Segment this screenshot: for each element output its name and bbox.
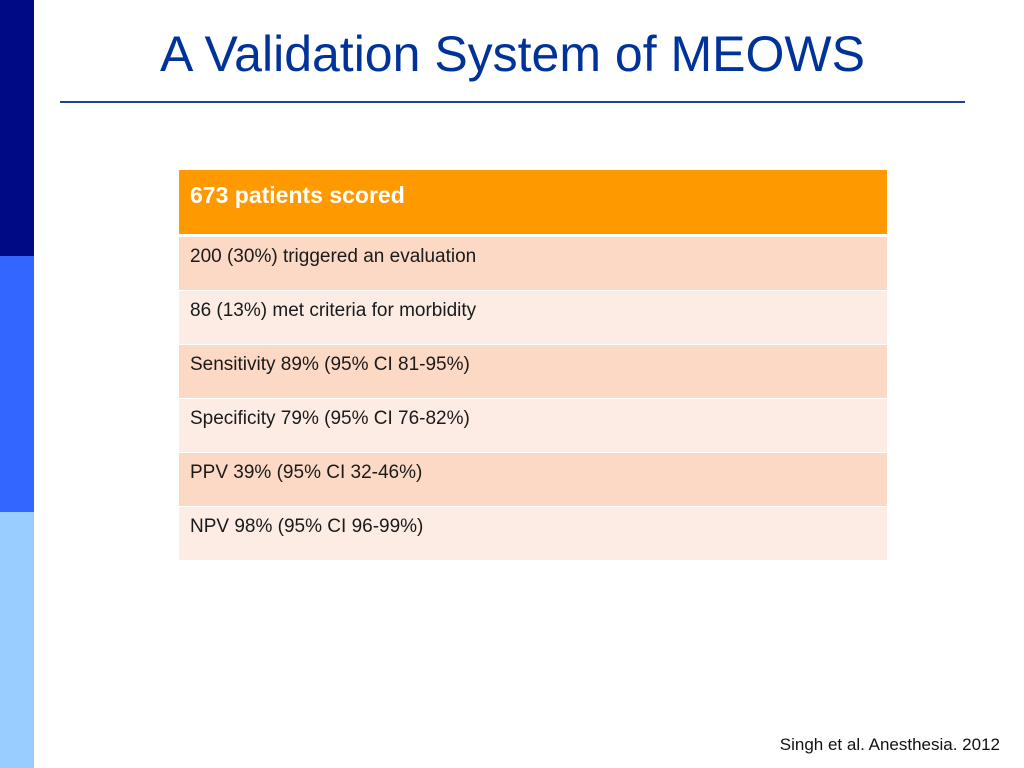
sidebar-light-segment bbox=[0, 512, 34, 768]
table-row: NPV 98% (95% CI 96-99%) bbox=[179, 506, 887, 560]
table-cell: PPV 39% (95% CI 32-46%) bbox=[179, 452, 887, 506]
table-row: 86 (13%) met criteria for morbidity bbox=[179, 290, 887, 344]
slide-title: A Validation System of MEOWS bbox=[160, 26, 865, 82]
table-row: 200 (30%) triggered an evaluation bbox=[179, 236, 887, 290]
table-cell: Sensitivity 89% (95% CI 81-95%) bbox=[179, 344, 887, 398]
table-cell: NPV 98% (95% CI 96-99%) bbox=[179, 506, 887, 560]
table-header-row: 673 patients scored bbox=[179, 170, 887, 236]
table-row: PPV 39% (95% CI 32-46%) bbox=[179, 452, 887, 506]
table-header-cell: 673 patients scored bbox=[179, 170, 887, 236]
sidebar-dark-segment bbox=[0, 0, 34, 256]
results-table: 673 patients scored 200 (30%) triggered … bbox=[179, 170, 887, 560]
table-cell: 86 (13%) met criteria for morbidity bbox=[179, 290, 887, 344]
citation-text: Singh et al. Anesthesia. 2012 bbox=[779, 735, 1000, 754]
table-cell: 200 (30%) triggered an evaluation bbox=[179, 236, 887, 290]
table-cell: Specificity 79% (95% CI 76-82%) bbox=[179, 398, 887, 452]
sidebar-mid-segment bbox=[0, 256, 34, 512]
table-row: Specificity 79% (95% CI 76-82%) bbox=[179, 398, 887, 452]
table-row: Sensitivity 89% (95% CI 81-95%) bbox=[179, 344, 887, 398]
title-underline bbox=[60, 101, 965, 103]
